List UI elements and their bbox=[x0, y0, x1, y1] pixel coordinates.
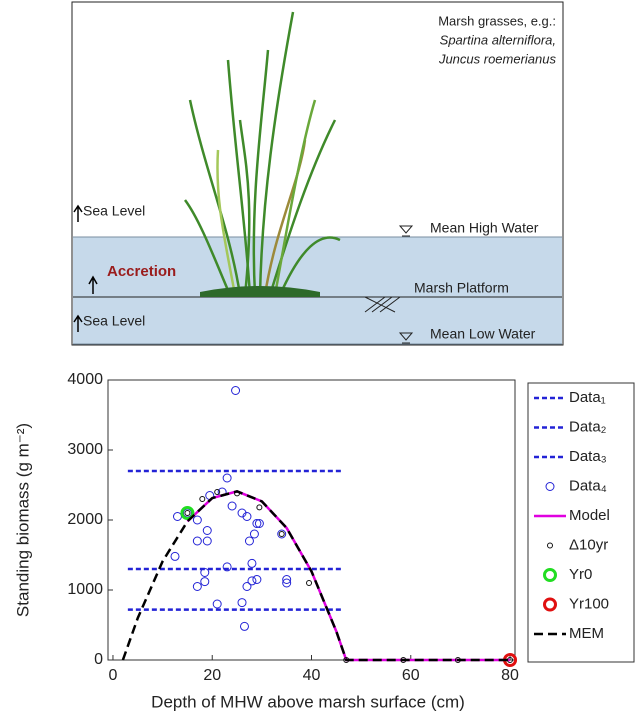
x-tick-label: 80 bbox=[501, 667, 519, 684]
marker bbox=[252, 519, 262, 528]
marker bbox=[242, 512, 252, 521]
caption: Juncus roemerianus bbox=[438, 51, 557, 66]
marker bbox=[247, 576, 257, 586]
marker bbox=[222, 473, 232, 483]
caption: Marsh grasses, e.g.: bbox=[438, 13, 556, 28]
marker bbox=[222, 562, 232, 572]
marker bbox=[278, 531, 285, 537]
marker bbox=[202, 526, 212, 535]
marker bbox=[227, 501, 237, 511]
marker bbox=[199, 496, 206, 502]
x-axis-label: Depth of MHW above marsh surface (cm) bbox=[151, 692, 465, 711]
marker bbox=[249, 529, 259, 539]
mhw-symbol bbox=[398, 225, 414, 237]
marker bbox=[254, 519, 264, 528]
marker bbox=[212, 599, 222, 609]
legend-marker bbox=[543, 568, 557, 582]
marker bbox=[184, 510, 191, 516]
caption: Spartina alterniflora, bbox=[440, 32, 556, 47]
marker bbox=[192, 515, 202, 525]
marker bbox=[170, 551, 180, 561]
marker bbox=[282, 578, 292, 588]
legend-marker bbox=[543, 597, 557, 612]
legend-label: Data₂ bbox=[569, 418, 607, 435]
mlw-symbol bbox=[398, 332, 414, 344]
x-tick-label: 40 bbox=[303, 667, 321, 684]
grass bbox=[183, 11, 341, 296]
marker bbox=[256, 504, 263, 511]
marker bbox=[277, 529, 287, 539]
platform-label: Marsh Platform bbox=[414, 280, 509, 296]
legend-label: Δ10yr bbox=[569, 536, 608, 553]
arrow bbox=[73, 314, 83, 332]
arrow bbox=[73, 204, 83, 222]
legend-label: Data₃ bbox=[569, 448, 607, 465]
mhw-label: Mean High Water bbox=[430, 220, 539, 236]
y-axis-label: Standing biomass (g m⁻²) bbox=[13, 423, 32, 617]
marker bbox=[244, 536, 254, 546]
marker bbox=[306, 580, 313, 586]
y-tick-label: 1000 bbox=[67, 581, 103, 598]
y-tick-label: 2000 bbox=[67, 511, 103, 528]
marker bbox=[202, 536, 212, 546]
platform-hatch bbox=[364, 296, 401, 313]
marker bbox=[247, 558, 257, 568]
marker bbox=[282, 575, 292, 584]
legend-label: Data₄ bbox=[569, 477, 607, 494]
legend-frame bbox=[527, 382, 635, 663]
marker bbox=[192, 536, 202, 546]
legend-marker bbox=[547, 542, 553, 549]
marker bbox=[200, 568, 210, 577]
legend-label: MEM bbox=[569, 625, 604, 642]
y-tick-label: 3000 bbox=[67, 441, 103, 458]
accretion-label: Accretion bbox=[107, 263, 176, 280]
marker bbox=[231, 386, 241, 395]
water bbox=[73, 237, 562, 344]
sea-level-label: Sea Level bbox=[83, 313, 145, 329]
legend-label: Model bbox=[569, 507, 610, 524]
arrow bbox=[88, 275, 98, 294]
x-tick-label: 20 bbox=[203, 667, 221, 684]
marker bbox=[252, 575, 262, 584]
y-tick-label: 4000 bbox=[67, 371, 103, 388]
marker bbox=[180, 506, 195, 520]
sea-level-label: Sea Level bbox=[83, 203, 145, 219]
x-tick-label: 60 bbox=[402, 667, 420, 684]
chart: Depth of MHW above marsh surface (cm) St… bbox=[13, 371, 635, 711]
legend-label: Yr100 bbox=[569, 595, 609, 612]
series-line bbox=[121, 490, 511, 662]
marker bbox=[192, 582, 202, 591]
legend-label: Yr0 bbox=[569, 566, 592, 583]
marker bbox=[214, 489, 221, 495]
marker bbox=[242, 582, 252, 591]
x-tick-label: 0 bbox=[109, 667, 118, 684]
root-mat bbox=[200, 286, 320, 297]
plot-frame bbox=[107, 379, 516, 661]
marker bbox=[239, 621, 249, 631]
mlw-label: Mean Low Water bbox=[430, 326, 536, 342]
marker bbox=[200, 577, 210, 587]
marker bbox=[237, 598, 247, 608]
y-tick-label: 0 bbox=[94, 651, 103, 668]
legend-label: Data₁ bbox=[569, 389, 606, 406]
diagram: Marsh grasses, e.g.: Spartina alterniflo… bbox=[71, 1, 564, 346]
legend-marker bbox=[545, 482, 555, 491]
